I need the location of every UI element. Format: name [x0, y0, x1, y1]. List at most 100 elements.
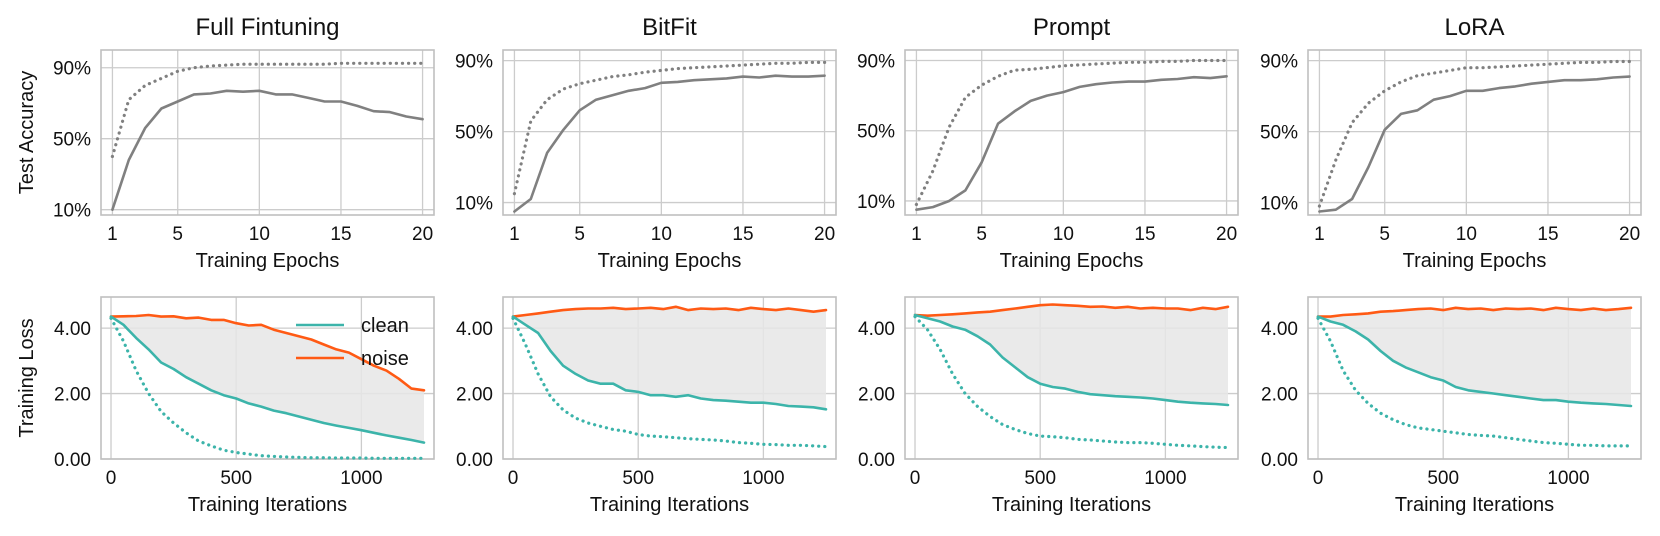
x-tick-label: 1000	[1144, 468, 1186, 489]
x-tick-label: 15	[330, 224, 351, 245]
plot-frame	[502, 49, 837, 216]
series-line-clean	[913, 313, 1230, 407]
x-tick-label: 0	[910, 468, 921, 489]
loss-panel-4	[1307, 296, 1642, 460]
series-line-clean	[1317, 59, 1632, 208]
x-tick-label: 5	[574, 224, 585, 245]
accuracy-panel-2	[502, 49, 837, 216]
y-tick-label: 10%	[1260, 194, 1298, 215]
x-tick-label: 20	[814, 224, 835, 245]
y-axis-label: Test Accuracy	[16, 71, 38, 194]
series-line-clean	[1316, 315, 1633, 408]
x-tick-label: 20	[412, 224, 433, 245]
x-tick-label: 500	[1427, 468, 1459, 489]
loss-gap-area	[915, 304, 1228, 405]
y-tick-label: 0.00	[54, 450, 91, 471]
y-tick-label: 4.00	[858, 319, 895, 340]
loss-panel-3	[904, 296, 1239, 460]
x-tick-label: 0	[508, 468, 519, 489]
series-line-noise	[1316, 306, 1633, 318]
x-tick-label: 500	[220, 468, 252, 489]
y-tick-label: 50%	[455, 123, 493, 144]
y-tick-label: 50%	[857, 122, 895, 143]
y-tick-label: 10%	[53, 201, 91, 222]
loss-gap-area	[513, 306, 826, 410]
y-tick-label: 2.00	[858, 385, 895, 406]
loss-panel-2	[502, 296, 837, 460]
series-line-noise	[109, 313, 426, 392]
x-tick-label: 10	[1053, 224, 1074, 245]
y-tick-label: 4.00	[456, 319, 493, 340]
x-tick-label: 1	[1314, 224, 1325, 245]
y-tick-label: 0.00	[456, 450, 493, 471]
plot-frame	[1307, 49, 1642, 216]
x-tick-label: 1000	[1547, 468, 1589, 489]
x-tick-label: 0	[106, 468, 117, 489]
series-line-clean	[110, 61, 425, 159]
x-tick-label: 10	[651, 224, 672, 245]
x-tick-label: 10	[249, 224, 270, 245]
y-tick-label: 50%	[1260, 123, 1298, 144]
y-tick-label: 2.00	[1261, 385, 1298, 406]
y-tick-label: 90%	[1260, 52, 1298, 73]
y-tick-label: 0.00	[1261, 450, 1298, 471]
loss-gap-area	[1318, 307, 1631, 406]
x-tick-label: 1	[107, 224, 118, 245]
panel-title: BitFit	[642, 14, 697, 41]
legend-label-noise: noise	[361, 348, 409, 370]
legend-label-clean: clean	[361, 315, 409, 337]
y-tick-label: 4.00	[1261, 319, 1298, 340]
x-tick-label: 10	[1456, 224, 1477, 245]
series-line-clean-dotted	[1316, 316, 1633, 448]
panel-title: Full Fintuning	[195, 14, 339, 41]
accuracy-panel-1	[100, 49, 435, 216]
plot-frame	[502, 296, 837, 460]
y-tick-label: 2.00	[456, 385, 493, 406]
x-tick-label: 20	[1216, 224, 1237, 245]
series-line-noise	[513, 74, 826, 213]
series-line-clean	[109, 315, 426, 444]
x-axis-label: Training Iterations	[590, 494, 749, 516]
x-axis-label: Training Epochs	[598, 250, 742, 272]
x-tick-label: 15	[1134, 224, 1155, 245]
y-axis-label: Training Loss	[16, 318, 38, 437]
x-axis-label: Training Iterations	[188, 494, 347, 516]
plot-frame	[1307, 296, 1642, 460]
x-tick-label: 1000	[340, 468, 382, 489]
x-axis-label: Training Iterations	[1395, 494, 1554, 516]
y-tick-label: 4.00	[54, 319, 91, 340]
loss-panel-1	[100, 296, 435, 460]
series-line-noise	[511, 305, 828, 318]
loss-gap-area	[111, 315, 424, 443]
x-tick-label: 500	[1024, 468, 1056, 489]
plot-frame	[904, 296, 1239, 460]
x-tick-label: 1000	[742, 468, 784, 489]
plot-frame	[100, 49, 435, 216]
series-line-noise	[915, 75, 1228, 211]
series-line-noise	[913, 303, 1230, 318]
plot-frame	[100, 296, 435, 460]
y-tick-label: 0.00	[858, 450, 895, 471]
x-axis-label: Training Epochs	[196, 250, 340, 272]
x-tick-label: 5	[172, 224, 183, 245]
series-line-clean-dotted	[109, 316, 426, 460]
x-tick-label: 1	[509, 224, 520, 245]
accuracy-panel-4	[1307, 49, 1642, 216]
x-axis-label: Training Epochs	[1403, 250, 1547, 272]
series-line-clean	[511, 315, 828, 411]
x-tick-label: 0	[1313, 468, 1324, 489]
x-tick-label: 15	[1537, 224, 1558, 245]
x-tick-label: 20	[1619, 224, 1640, 245]
y-tick-label: 2.00	[54, 385, 91, 406]
series-line-noise	[1318, 75, 1631, 213]
y-tick-label: 10%	[857, 192, 895, 213]
y-tick-label: 90%	[857, 52, 895, 73]
series-line-noise	[111, 89, 424, 211]
x-tick-label: 15	[732, 224, 753, 245]
y-tick-label: 10%	[455, 194, 493, 215]
accuracy-panel-3	[904, 49, 1239, 216]
x-axis-label: Training Iterations	[992, 494, 1151, 516]
x-axis-label: Training Epochs	[1000, 250, 1144, 272]
plot-frame	[904, 49, 1239, 216]
